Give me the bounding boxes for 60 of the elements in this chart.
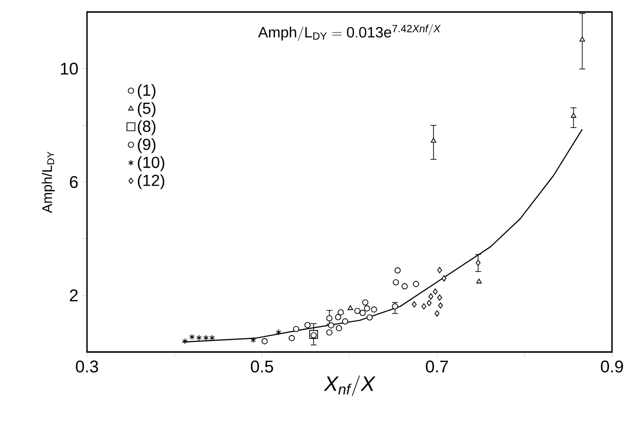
point — [438, 302, 443, 309]
point — [394, 267, 401, 274]
point — [434, 310, 440, 317]
x-tick-label: 0.7 — [426, 360, 448, 373]
y-tick-label: 2 — [70, 289, 78, 302]
point — [250, 337, 256, 344]
point — [392, 279, 399, 286]
point — [348, 305, 354, 310]
point — [338, 309, 344, 316]
legend-label: (12) — [138, 174, 164, 190]
point — [326, 315, 332, 322]
point — [304, 322, 311, 328]
y-tick-label: 10 — [60, 62, 78, 75]
x-tick-label: 0.9 — [600, 360, 623, 373]
point — [437, 294, 442, 301]
legend-label: (9) — [138, 138, 156, 154]
point — [276, 329, 282, 336]
point — [203, 334, 209, 341]
point — [336, 325, 342, 332]
point — [196, 334, 202, 341]
point — [402, 283, 408, 290]
x-axis-title: $X_{nf}/X$ — [324, 375, 376, 396]
point — [354, 308, 360, 314]
point — [360, 310, 366, 316]
point — [476, 260, 481, 266]
point — [428, 293, 434, 300]
point — [580, 36, 585, 42]
point — [412, 301, 417, 308]
point — [442, 275, 446, 282]
legend-label: (10) — [138, 156, 164, 172]
point — [432, 288, 438, 295]
point — [570, 112, 576, 118]
point — [189, 334, 195, 340]
point — [293, 326, 300, 332]
point — [364, 305, 370, 312]
legend-label: (8) — [138, 120, 156, 136]
point — [412, 280, 420, 288]
point — [310, 332, 317, 338]
y-axis-title: Amph/L$_{DY}$ — [42, 152, 55, 214]
point — [476, 278, 482, 284]
annotation: $\mathrm{Amph/L_{DY}} = 0.013\mathrm{e}^{7.42\mathit{Xnf}/\mathit{X}}$ — [258, 24, 441, 41]
point — [328, 322, 334, 328]
point — [421, 303, 426, 310]
point — [426, 300, 432, 306]
x-tick-label: 0.5 — [250, 360, 274, 373]
point — [430, 138, 436, 143]
point — [335, 314, 342, 320]
point — [288, 335, 295, 342]
point — [370, 306, 378, 313]
point — [326, 329, 332, 336]
point — [262, 338, 268, 344]
legend-label: (1) — [138, 84, 156, 100]
point — [342, 318, 348, 324]
legend-label: (5) — [138, 102, 156, 118]
y-tick-label: 6 — [70, 176, 78, 188]
point — [392, 303, 398, 310]
point — [362, 299, 368, 306]
point — [437, 267, 442, 274]
x-tick-label: 0.3 — [76, 360, 98, 373]
point — [366, 314, 373, 321]
